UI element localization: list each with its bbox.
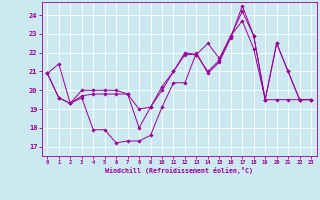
X-axis label: Windchill (Refroidissement éolien,°C): Windchill (Refroidissement éolien,°C) xyxy=(105,167,253,174)
